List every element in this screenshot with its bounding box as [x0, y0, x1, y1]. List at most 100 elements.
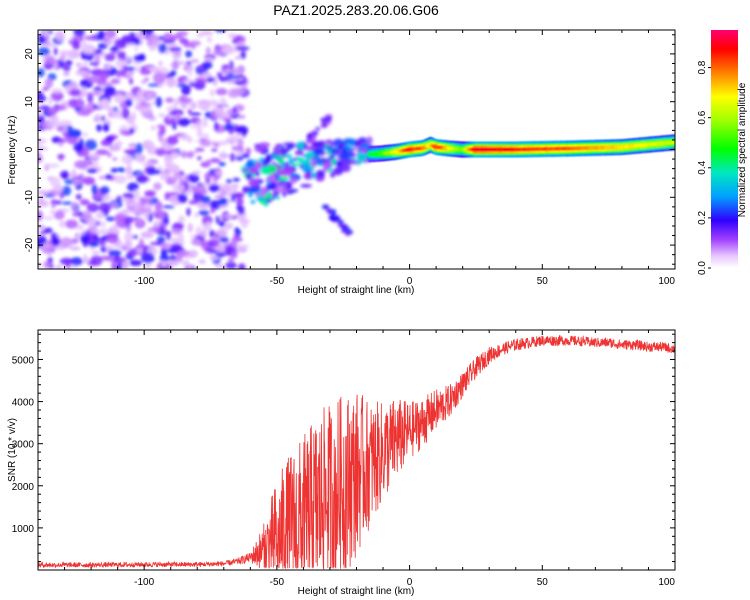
- heatmap-cell: [145, 140, 155, 148]
- heatmap-cell: [111, 224, 118, 235]
- heatmap-cell: [124, 239, 133, 250]
- heatmap-cell: [310, 172, 316, 179]
- heatmap-cell: [235, 46, 250, 51]
- heatmap-cell: [126, 202, 136, 207]
- heatmap-cell: [215, 251, 227, 257]
- heatmap-cell: [79, 199, 90, 206]
- heatmap-cell: [208, 184, 220, 193]
- heatmap-cell: [202, 117, 208, 128]
- spectrogram-x-tick-label: -100: [134, 276, 154, 287]
- heatmap-cell: [332, 139, 345, 145]
- heatmap-cell: [38, 190, 50, 195]
- heatmap-cell: [111, 262, 117, 269]
- heatmap-cell: [288, 157, 294, 165]
- heatmap-cell: [347, 147, 352, 153]
- heatmap-cell: [156, 236, 166, 243]
- heatmap-cell: [187, 67, 193, 77]
- heatmap-cell: [177, 250, 191, 257]
- heatmap-cell: [190, 238, 201, 246]
- heatmap-cell: [43, 30, 49, 38]
- heatmap-cell: [86, 168, 98, 174]
- heatmap-cell: [73, 142, 84, 152]
- heatmap-cell: [43, 40, 51, 45]
- heatmap-cell: [248, 178, 260, 188]
- heatmap-cell: [265, 154, 273, 163]
- heatmap-cell: [49, 209, 56, 215]
- heatmap-cell: [191, 170, 202, 175]
- heatmap-cell: [167, 115, 174, 119]
- heatmap-cell: [307, 138, 315, 144]
- heatmap-cell: [122, 260, 129, 269]
- heatmap-cell: [112, 157, 118, 161]
- heatmap-cell: [158, 43, 168, 54]
- heatmap-cell: [279, 183, 287, 188]
- heatmap-cell: [216, 71, 223, 79]
- heatmap-cell: [222, 64, 230, 69]
- heatmap-cell: [195, 226, 202, 236]
- heatmap-cell: [329, 171, 336, 178]
- heatmap-cell: [131, 111, 137, 122]
- heatmap-cell: [148, 34, 160, 46]
- heatmap-cell: [166, 77, 177, 88]
- heatmap-cell: [171, 48, 182, 60]
- heatmap-cell: [341, 223, 346, 230]
- heatmap-cell: [39, 230, 49, 235]
- heatmap-cell: [38, 235, 47, 246]
- heatmap-cell: [302, 163, 308, 172]
- heatmap-cell: [254, 172, 261, 177]
- snr-x-tick-label: 0: [407, 577, 413, 588]
- snr-series-line: [38, 335, 675, 570]
- heatmap-cell: [156, 212, 166, 220]
- heatmap-cell: [202, 61, 213, 70]
- heatmap-cell: [241, 153, 250, 158]
- heatmap-cell: [96, 123, 102, 132]
- heatmap-cell: [331, 157, 337, 166]
- heatmap-cell: [98, 30, 106, 40]
- heatmap-cell: [149, 169, 162, 175]
- heatmap-cell: [141, 252, 155, 264]
- heatmap-cell: [136, 248, 143, 253]
- heatmap-cell: [185, 61, 192, 65]
- heatmap-cell: [185, 50, 193, 58]
- heatmap-cell: [107, 151, 112, 158]
- heatmap-cell: [47, 106, 58, 116]
- spectrogram-x-tick-label: 50: [537, 276, 549, 287]
- heatmap-cell: [219, 220, 225, 228]
- heatmap-cell: [110, 46, 119, 53]
- heatmap-cell: [50, 91, 64, 102]
- heatmap-cell: [297, 141, 304, 149]
- heatmap-cell: [259, 186, 268, 193]
- heatmap-cell: [214, 121, 219, 131]
- heatmap-cell: [344, 227, 351, 231]
- heatmap-cell: [209, 89, 216, 97]
- heatmap-cell: [213, 106, 222, 116]
- heatmap-cell: [343, 138, 353, 145]
- heatmap-cell: [343, 144, 350, 149]
- heatmap-cell: [235, 244, 246, 254]
- heatmap-cell: [87, 225, 98, 234]
- heatmap-cell: [83, 253, 88, 264]
- heatmap-cell: [102, 123, 110, 132]
- heatmap-cell: [165, 50, 170, 56]
- heatmap-cell: [292, 157, 298, 161]
- heatmap-cell: [72, 212, 80, 217]
- heatmap-cell: [44, 43, 58, 48]
- heatmap-cell: [143, 64, 155, 68]
- heatmap-cell: [205, 247, 212, 252]
- heatmap-cell: [206, 36, 213, 43]
- heatmap-cell: [290, 176, 297, 184]
- heatmap-cell: [127, 182, 139, 192]
- heatmap-cell: [275, 175, 281, 180]
- heatmap-cell: [218, 76, 230, 82]
- heatmap-cell: [108, 249, 122, 257]
- heatmap-cell: [105, 216, 116, 222]
- heatmap-cell: [196, 100, 210, 104]
- heatmap-cell: [231, 67, 241, 77]
- heatmap-cell: [286, 190, 294, 195]
- heatmap-cell: [209, 229, 215, 238]
- heatmap-cell: [144, 190, 156, 197]
- heatmap-cell: [173, 171, 181, 180]
- heatmap-cell: [366, 136, 373, 145]
